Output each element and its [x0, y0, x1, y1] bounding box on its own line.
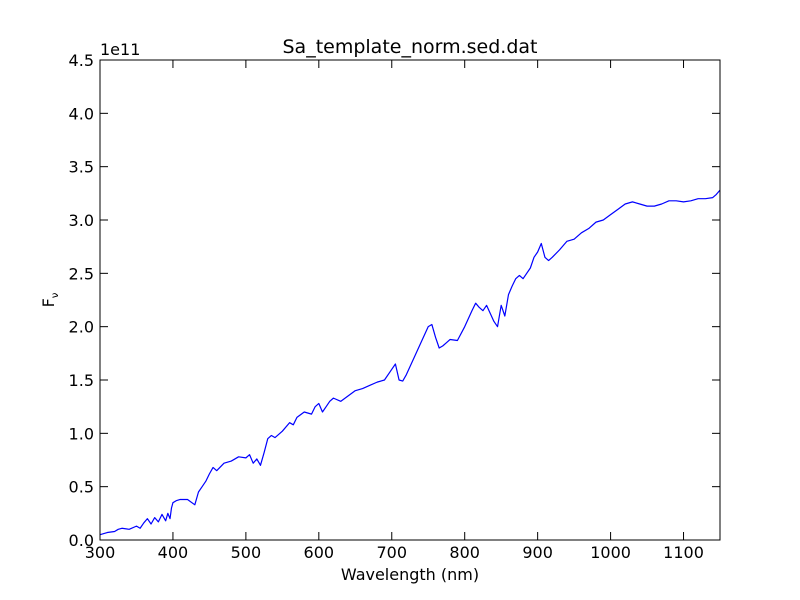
- y-multiplier-label: 1e11: [100, 40, 140, 59]
- plot-area: [100, 60, 720, 540]
- y-tick-label: 4.0: [69, 104, 94, 123]
- y-tick-label: 2.5: [69, 264, 94, 283]
- y-tick-label: 0.0: [69, 531, 94, 550]
- y-tick-label: 1.5: [69, 371, 94, 390]
- y-tick-label: 3.0: [69, 211, 94, 230]
- x-tick-label: 900: [522, 543, 553, 562]
- y-axis-label: Fν: [39, 292, 61, 307]
- x-axis-label: Wavelength (nm): [341, 565, 479, 584]
- series-line: [99, 189, 721, 536]
- y-axis-label-subscript: ν: [50, 292, 61, 298]
- series-group: [99, 189, 721, 536]
- x-tick-label: 1100: [663, 543, 704, 562]
- x-tick-label: 800: [449, 543, 480, 562]
- y-tick-label: 0.5: [69, 478, 94, 497]
- x-tick-label: 700: [376, 543, 407, 562]
- chart-title: Sa_template_norm.sed.dat: [282, 36, 537, 58]
- x-tick-label: 500: [231, 543, 262, 562]
- y-tick-label: 2.0: [69, 318, 94, 337]
- y-tick-label: 3.5: [69, 158, 94, 177]
- y-axis-label-base: F: [39, 298, 58, 307]
- x-tick-label: 300: [85, 543, 116, 562]
- y-tick-label: 4.5: [69, 51, 94, 70]
- x-tick-label: 1000: [590, 543, 631, 562]
- y-tick-label: 1.0: [69, 424, 94, 443]
- x-tick-label: 600: [304, 543, 335, 562]
- plot-frame: [99, 59, 721, 541]
- tick-labels: 300 400 500 600 700 800 900 1000 1100 0.0 0.5 1.0 1.…: [69, 51, 704, 562]
- x-tick-label: 400: [158, 543, 189, 562]
